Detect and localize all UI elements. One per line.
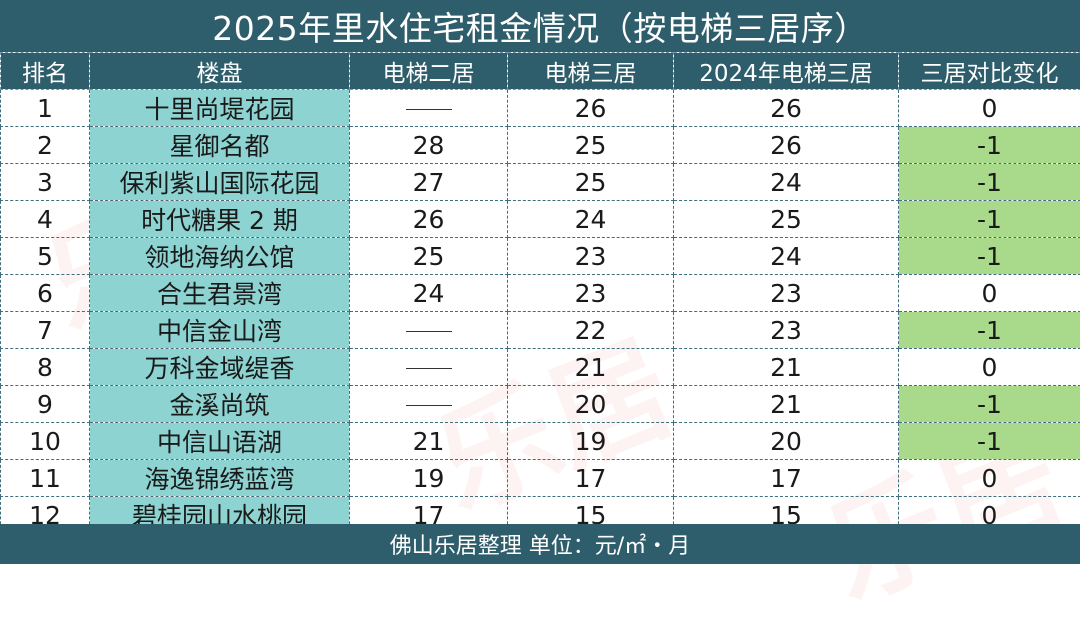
property-name-cell: 星御名都 xyxy=(90,127,350,164)
property-name-cell: 合生君景湾 xyxy=(90,275,350,312)
two-room-cell xyxy=(350,90,508,127)
no-data-dash xyxy=(406,331,452,332)
three-room-2024-cell: 17 xyxy=(674,460,899,497)
rank-cell: 1 xyxy=(1,90,90,127)
rank-cell: 5 xyxy=(1,238,90,275)
two-room-cell: 26 xyxy=(350,201,508,238)
three-room-2024-cell: 25 xyxy=(674,201,899,238)
header-name: 楼盘 xyxy=(90,53,350,90)
rent-table-document: 乐居 乐居 乐居 2025年里水住宅租金情况（按电梯三居序） 排名 楼盘 电梯二… xyxy=(0,0,1080,564)
three-room-2024-cell: 23 xyxy=(674,312,899,349)
three-room-cell: 22 xyxy=(508,312,674,349)
two-room-cell xyxy=(350,349,508,386)
two-room-cell: 28 xyxy=(350,127,508,164)
three-room-cell: 17 xyxy=(508,460,674,497)
three-room-cell: 26 xyxy=(508,90,674,127)
rank-cell: 9 xyxy=(1,386,90,423)
three-room-2024-cell: 23 xyxy=(674,275,899,312)
three-room-cell: 19 xyxy=(508,423,674,460)
rank-cell: 6 xyxy=(1,275,90,312)
property-name-cell: 海逸锦绣蓝湾 xyxy=(90,460,350,497)
property-name-cell: 领地海纳公馆 xyxy=(90,238,350,275)
change-cell: 0 xyxy=(899,90,1080,127)
three-room-cell: 23 xyxy=(508,238,674,275)
three-room-2024-cell: 26 xyxy=(674,90,899,127)
change-cell: 0 xyxy=(899,349,1080,386)
three-room-2024-cell: 20 xyxy=(674,423,899,460)
change-cell: -1 xyxy=(899,164,1080,201)
footer-note: 佛山乐居整理 单位：元/㎡・月 xyxy=(0,524,1080,564)
change-cell: -1 xyxy=(899,423,1080,460)
rank-cell: 8 xyxy=(1,349,90,386)
rank-cell: 7 xyxy=(1,312,90,349)
three-room-cell: 23 xyxy=(508,275,674,312)
rank-cell: 3 xyxy=(1,164,90,201)
header-rank: 排名 xyxy=(1,53,90,90)
property-name-cell: 中信金山湾 xyxy=(90,312,350,349)
page-title: 2025年里水住宅租金情况（按电梯三居序） xyxy=(0,0,1080,52)
change-cell: -1 xyxy=(899,238,1080,275)
three-room-cell: 24 xyxy=(508,201,674,238)
no-data-dash xyxy=(406,109,452,110)
three-room-2024-cell: 26 xyxy=(674,127,899,164)
change-cell: 0 xyxy=(899,275,1080,312)
three-room-2024-cell: 21 xyxy=(674,349,899,386)
three-room-cell: 20 xyxy=(508,386,674,423)
property-name-cell: 金溪尚筑 xyxy=(90,386,350,423)
rank-cell: 11 xyxy=(1,460,90,497)
two-room-cell xyxy=(350,386,508,423)
three-room-cell: 25 xyxy=(508,164,674,201)
property-name-cell: 十里尚堤花园 xyxy=(90,90,350,127)
two-room-cell: 19 xyxy=(350,460,508,497)
property-name-cell: 时代糖果 2 期 xyxy=(90,201,350,238)
change-cell: 0 xyxy=(899,460,1080,497)
property-name-cell: 万科金域缇香 xyxy=(90,349,350,386)
header-two-room: 电梯二居 xyxy=(350,53,508,90)
change-cell: -1 xyxy=(899,312,1080,349)
property-name-cell: 中信山语湖 xyxy=(90,423,350,460)
change-cell: -1 xyxy=(899,201,1080,238)
two-room-cell: 24 xyxy=(350,275,508,312)
header-three-room: 电梯三居 xyxy=(508,53,674,90)
three-room-cell: 21 xyxy=(508,349,674,386)
property-name-cell: 保利紫山国际花园 xyxy=(90,164,350,201)
change-cell: -1 xyxy=(899,386,1080,423)
rank-cell: 4 xyxy=(1,201,90,238)
two-room-cell: 27 xyxy=(350,164,508,201)
change-cell: -1 xyxy=(899,127,1080,164)
no-data-dash xyxy=(406,368,452,369)
table-header-row: 排名 楼盘 电梯二居 电梯三居 2024年电梯三居 三居对比变化 xyxy=(1,53,1080,90)
two-room-cell: 21 xyxy=(350,423,508,460)
three-room-2024-cell: 24 xyxy=(674,164,899,201)
header-three-room-2024: 2024年电梯三居 xyxy=(674,53,899,90)
two-room-cell xyxy=(350,312,508,349)
three-room-2024-cell: 24 xyxy=(674,238,899,275)
rank-cell: 10 xyxy=(1,423,90,460)
no-data-dash xyxy=(406,405,452,406)
two-room-cell: 25 xyxy=(350,238,508,275)
three-room-2024-cell: 21 xyxy=(674,386,899,423)
rank-cell: 2 xyxy=(1,127,90,164)
header-change: 三居对比变化 xyxy=(899,53,1080,90)
three-room-cell: 25 xyxy=(508,127,674,164)
